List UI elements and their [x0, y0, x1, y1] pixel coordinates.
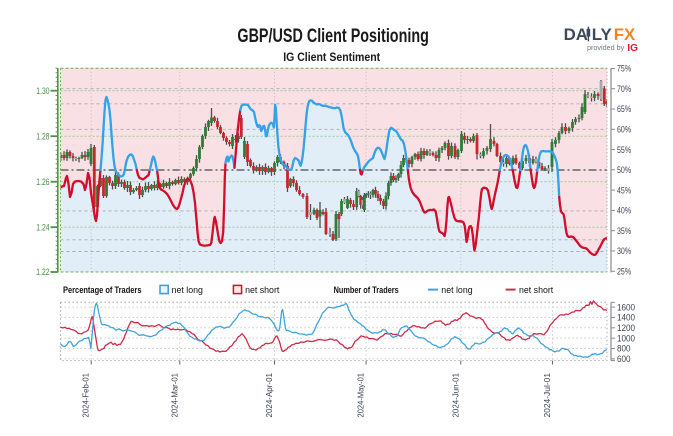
svg-text:30%: 30% — [617, 246, 631, 256]
svg-text:net short: net short — [245, 285, 280, 295]
svg-text:1600: 1600 — [617, 302, 635, 312]
svg-text:IG Client Sentiment: IG Client Sentiment — [283, 52, 380, 64]
svg-text:25%: 25% — [617, 267, 631, 277]
svg-text:net long: net long — [441, 285, 472, 295]
svg-text:800: 800 — [617, 344, 631, 354]
svg-text:70%: 70% — [617, 84, 631, 94]
svg-text:1.28: 1.28 — [36, 131, 49, 141]
svg-text:50%: 50% — [617, 165, 631, 175]
svg-text:1000: 1000 — [617, 333, 635, 343]
svg-text:600: 600 — [617, 354, 631, 364]
svg-text:Percentage of Traders: Percentage of Traders — [63, 285, 142, 295]
svg-text:LY: LY — [592, 25, 612, 44]
svg-text:GBP/USD Client Positioning: GBP/USD Client Positioning — [237, 25, 429, 47]
svg-text:1.24: 1.24 — [36, 222, 49, 232]
svg-text:2024-Mar-01: 2024-Mar-01 — [170, 372, 179, 417]
svg-text:2024-Apr-01: 2024-Apr-01 — [265, 372, 274, 417]
svg-text:2024-Jun-01: 2024-Jun-01 — [451, 372, 460, 417]
svg-text:1.22: 1.22 — [36, 267, 49, 277]
svg-text:75%: 75% — [617, 64, 631, 74]
svg-text:45%: 45% — [617, 185, 631, 195]
svg-text:2024-May-01: 2024-May-01 — [357, 372, 366, 417]
svg-text:DA: DA — [564, 25, 588, 44]
svg-text:1400: 1400 — [617, 313, 635, 323]
svg-text:2024-Jul-01: 2024-Jul-01 — [543, 372, 552, 417]
svg-text:55%: 55% — [617, 145, 631, 155]
svg-text:provided by: provided by — [587, 43, 625, 52]
svg-text:1.30: 1.30 — [36, 86, 49, 96]
svg-text:IG: IG — [627, 43, 638, 54]
svg-text:35%: 35% — [617, 226, 631, 236]
svg-text:Number of Traders: Number of Traders — [334, 285, 399, 295]
svg-text:net short: net short — [519, 285, 554, 295]
svg-text:1.26: 1.26 — [36, 177, 49, 187]
svg-text:FX: FX — [614, 25, 636, 44]
svg-text:40%: 40% — [617, 206, 631, 216]
svg-text:65%: 65% — [617, 104, 631, 114]
svg-text:net long: net long — [172, 285, 203, 295]
svg-text:60%: 60% — [617, 125, 631, 135]
svg-text:2024-Feb-01: 2024-Feb-01 — [82, 372, 91, 417]
svg-text:1200: 1200 — [617, 323, 635, 333]
